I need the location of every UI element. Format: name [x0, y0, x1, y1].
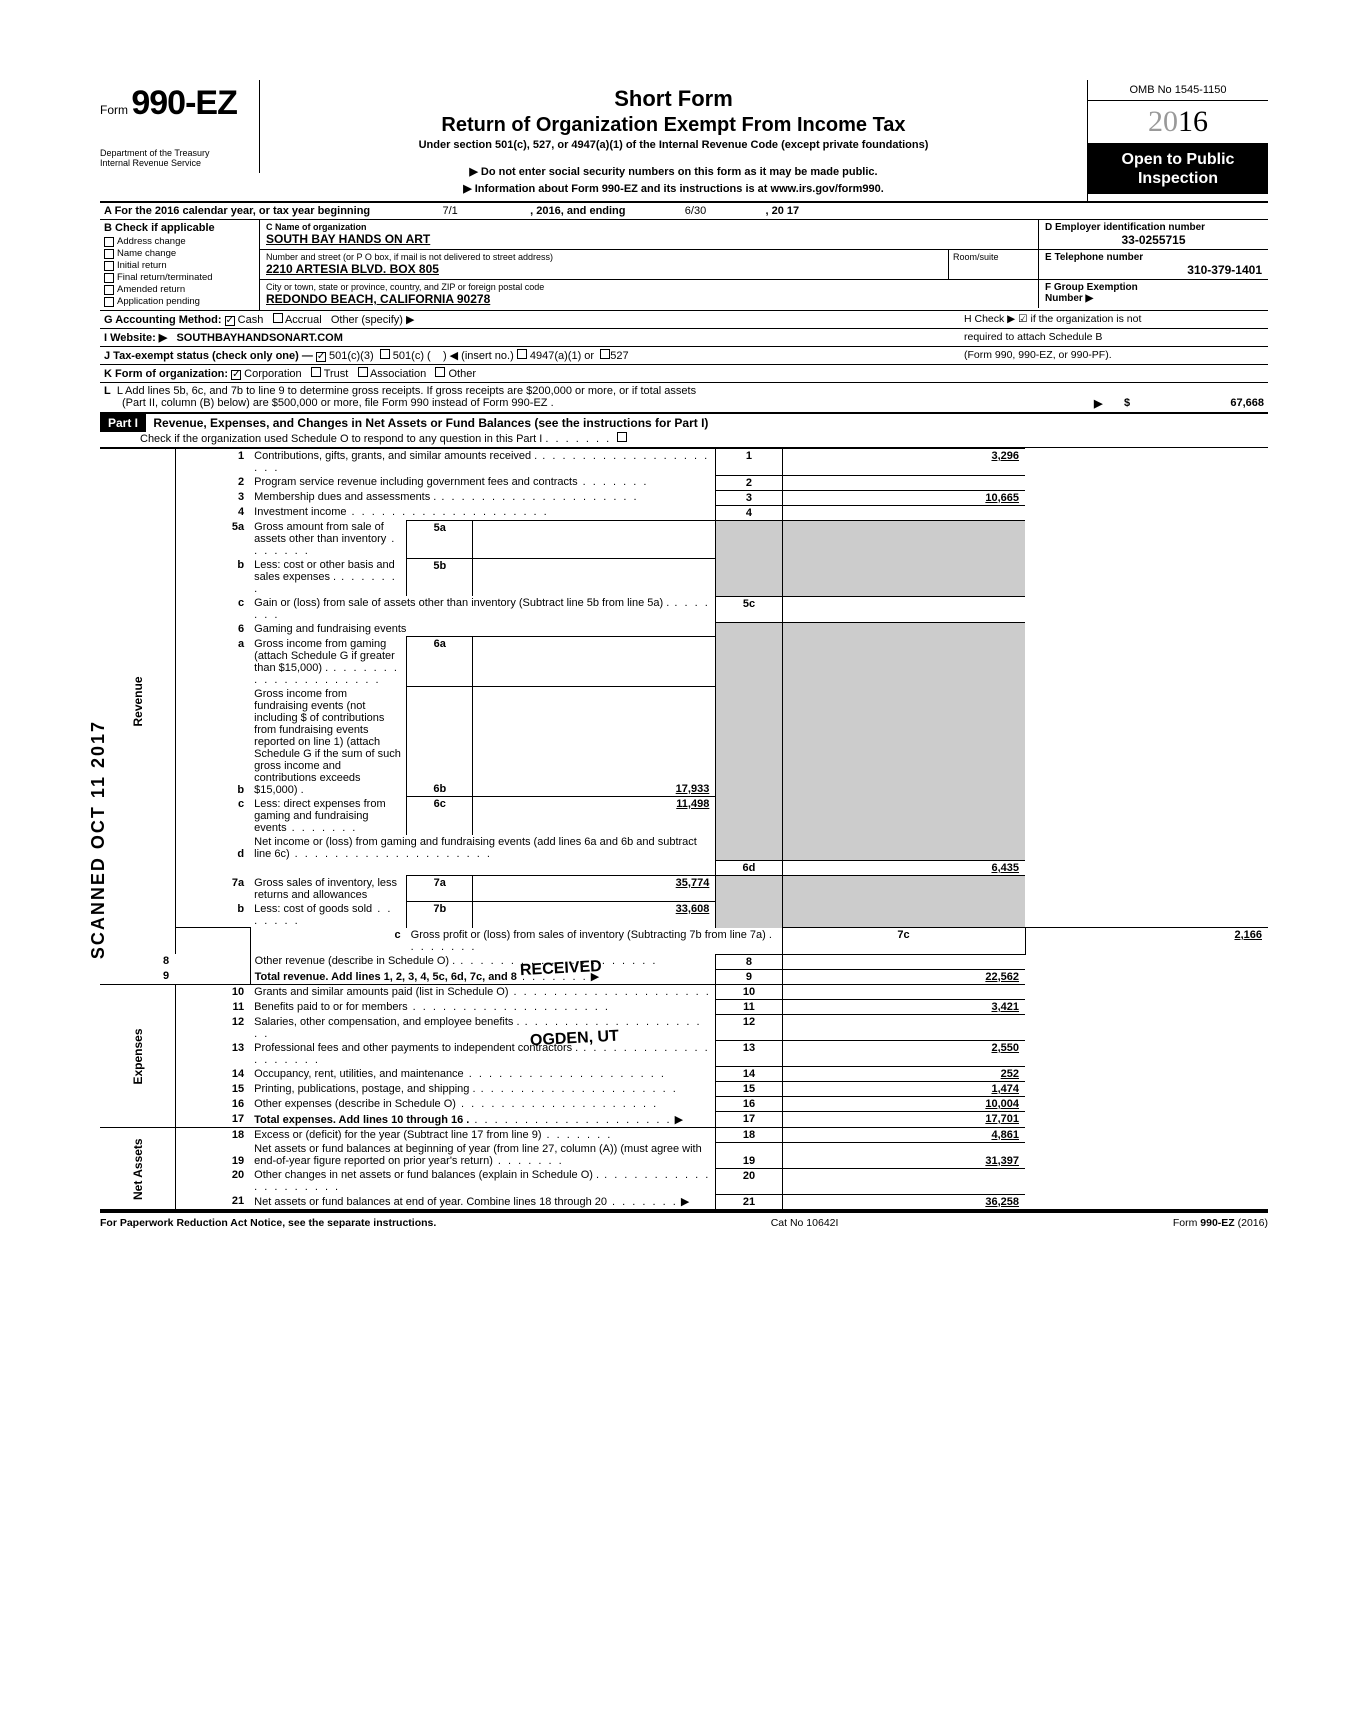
- line-j: J Tax-exempt status (check only one) — 5…: [100, 347, 1268, 365]
- check-amended[interactable]: [104, 285, 114, 295]
- line-h: H Check ▶ ☑ if the organization is not: [964, 313, 1264, 326]
- col-b-checks: B Check if applicable Address change Nam…: [100, 220, 260, 310]
- sidebar-expenses: Expenses: [100, 985, 175, 1128]
- check-final-return[interactable]: [104, 273, 114, 283]
- check-501c[interactable]: [380, 349, 390, 359]
- line19-val: 31,397: [782, 1142, 1025, 1168]
- check-initial-return[interactable]: [104, 261, 114, 271]
- line-a: A For the 2016 calendar year, or tax yea…: [100, 203, 1268, 220]
- line-i: I Website: ▶ SOUTHBAYHANDSONART.COM requ…: [100, 329, 1268, 347]
- open-to-public: Open to Public Inspection: [1088, 144, 1268, 194]
- check-schedule-o[interactable]: [617, 432, 627, 442]
- telephone: 310-379-1401: [1045, 263, 1262, 277]
- sidebar-net-assets: Net Assets: [100, 1127, 175, 1210]
- check-other-org[interactable]: [435, 367, 445, 377]
- line6d-val: 6,435: [782, 861, 1025, 876]
- line1-val: 3,296: [782, 449, 1025, 476]
- line-k: K Form of organization: Corporation Trus…: [100, 365, 1268, 383]
- check-cash[interactable]: [225, 316, 235, 326]
- check-trust[interactable]: [311, 367, 321, 377]
- form-number: 990-EZ: [131, 84, 237, 122]
- line6b-val: 17,933: [473, 687, 716, 797]
- sidebar-revenue: Revenue: [100, 449, 175, 955]
- line14-val: 252: [782, 1067, 1025, 1082]
- dept-irs: Internal Revenue Service: [100, 159, 253, 169]
- title-short: Short Form: [268, 86, 1079, 112]
- check-pending[interactable]: [104, 297, 114, 307]
- line6c-val: 11,498: [473, 797, 716, 835]
- check-4947[interactable]: [517, 349, 527, 359]
- line18-val: 4,861: [782, 1127, 1025, 1142]
- title-sub: Under section 501(c), 527, or 4947(a)(1)…: [268, 139, 1079, 151]
- org-name: SOUTH BAY HANDS ON ART: [266, 232, 1032, 246]
- form-prefix: Form: [100, 103, 128, 117]
- footer: For Paperwork Reduction Act Notice, see …: [100, 1213, 1268, 1229]
- line17-val: 17,701: [782, 1112, 1025, 1128]
- org-city: REDONDO BEACH, CALIFORNIA 90278: [266, 292, 1032, 306]
- header-right: OMB No 1545-1150 20201616 Open to Public…: [1088, 80, 1268, 194]
- stamp-scanned: SCANNED OCT 11 2017: [88, 720, 109, 959]
- title-return: Return of Organization Exempt From Incom…: [268, 114, 1079, 137]
- line7c-val: 2,166: [1025, 928, 1268, 955]
- line11-val: 3,421: [782, 1000, 1025, 1015]
- check-corp[interactable]: [231, 370, 241, 380]
- website: SOUTHBAYHANDSONART.COM: [176, 332, 342, 344]
- form-990ez: Form 990-EZ Department of the Treasury I…: [100, 80, 1268, 1229]
- org-street: 2210 ARTESIA BLVD. BOX 805: [266, 262, 942, 276]
- line-l: L L Add lines 5b, 6c, and 7b to line 9 t…: [100, 383, 1268, 413]
- line16-val: 10,004: [782, 1097, 1025, 1112]
- form-header: Form 990-EZ Department of the Treasury I…: [100, 80, 1268, 203]
- line15-val: 1,474: [782, 1082, 1025, 1097]
- ein: 33-0255715: [1045, 233, 1262, 247]
- part1-header: Part I Revenue, Expenses, and Changes in…: [100, 413, 1268, 448]
- omb-number: OMB No 1545-1150: [1088, 80, 1268, 101]
- check-name-change[interactable]: [104, 249, 114, 259]
- line7b-val: 33,608: [473, 902, 716, 928]
- line9-val: 22,562: [782, 969, 1025, 985]
- section-bcdef: B Check if applicable Address change Nam…: [100, 220, 1268, 311]
- line3-val: 10,665: [782, 490, 1025, 505]
- check-accrual[interactable]: [273, 313, 283, 323]
- col-cdef: C Name of organization SOUTH BAY HANDS O…: [260, 220, 1268, 310]
- check-527[interactable]: [600, 349, 610, 359]
- check-address-change[interactable]: [104, 237, 114, 247]
- line13-val: 2,550: [782, 1041, 1025, 1067]
- title-block: Short Form Return of Organization Exempt…: [260, 80, 1088, 201]
- part1-table: Revenue 1 Contributions, gifts, grants, …: [100, 448, 1268, 1211]
- form-number-block: Form 990-EZ Department of the Treasury I…: [100, 80, 260, 173]
- line21-val: 36,258: [782, 1194, 1025, 1210]
- instructions-link: ▶ Information about Form 990-EZ and its …: [268, 182, 1079, 195]
- check-assoc[interactable]: [358, 367, 368, 377]
- line7a-val: 35,774: [473, 876, 716, 902]
- check-501c3[interactable]: [316, 352, 326, 362]
- tax-year: 20201616: [1088, 101, 1268, 144]
- ssn-warning: ▶ Do not enter social security numbers o…: [268, 165, 1079, 178]
- line-g: G Accounting Method: Cash Accrual Other …: [100, 311, 1268, 329]
- gross-receipts: 67,668: [1154, 397, 1264, 410]
